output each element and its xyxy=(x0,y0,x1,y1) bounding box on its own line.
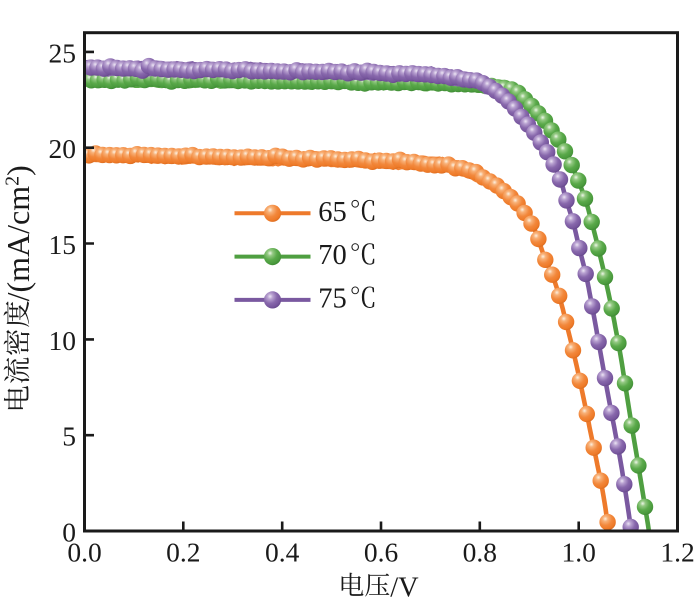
svg-text:25: 25 xyxy=(49,37,77,68)
svg-text:0.2: 0.2 xyxy=(166,537,200,568)
svg-text:1.2: 1.2 xyxy=(660,537,694,568)
svg-text:1.0: 1.0 xyxy=(562,537,596,568)
svg-text:10: 10 xyxy=(49,325,77,356)
svg-text:70: 70 xyxy=(318,240,347,271)
svg-text:65: 65 xyxy=(318,197,347,228)
svg-text:0.4: 0.4 xyxy=(265,537,300,568)
svg-text:/V: /V xyxy=(390,573,419,603)
svg-text:0.0: 0.0 xyxy=(67,537,101,568)
svg-text:5: 5 xyxy=(62,421,76,452)
svg-text:20: 20 xyxy=(49,133,77,164)
svg-text:0: 0 xyxy=(62,516,76,547)
svg-text:15: 15 xyxy=(49,229,77,260)
svg-text:0.8: 0.8 xyxy=(463,537,497,568)
svg-text:75: 75 xyxy=(318,284,347,315)
svg-text:/(mA/cm2): /(mA/cm2) xyxy=(0,165,36,301)
svg-text:0.6: 0.6 xyxy=(364,537,398,568)
